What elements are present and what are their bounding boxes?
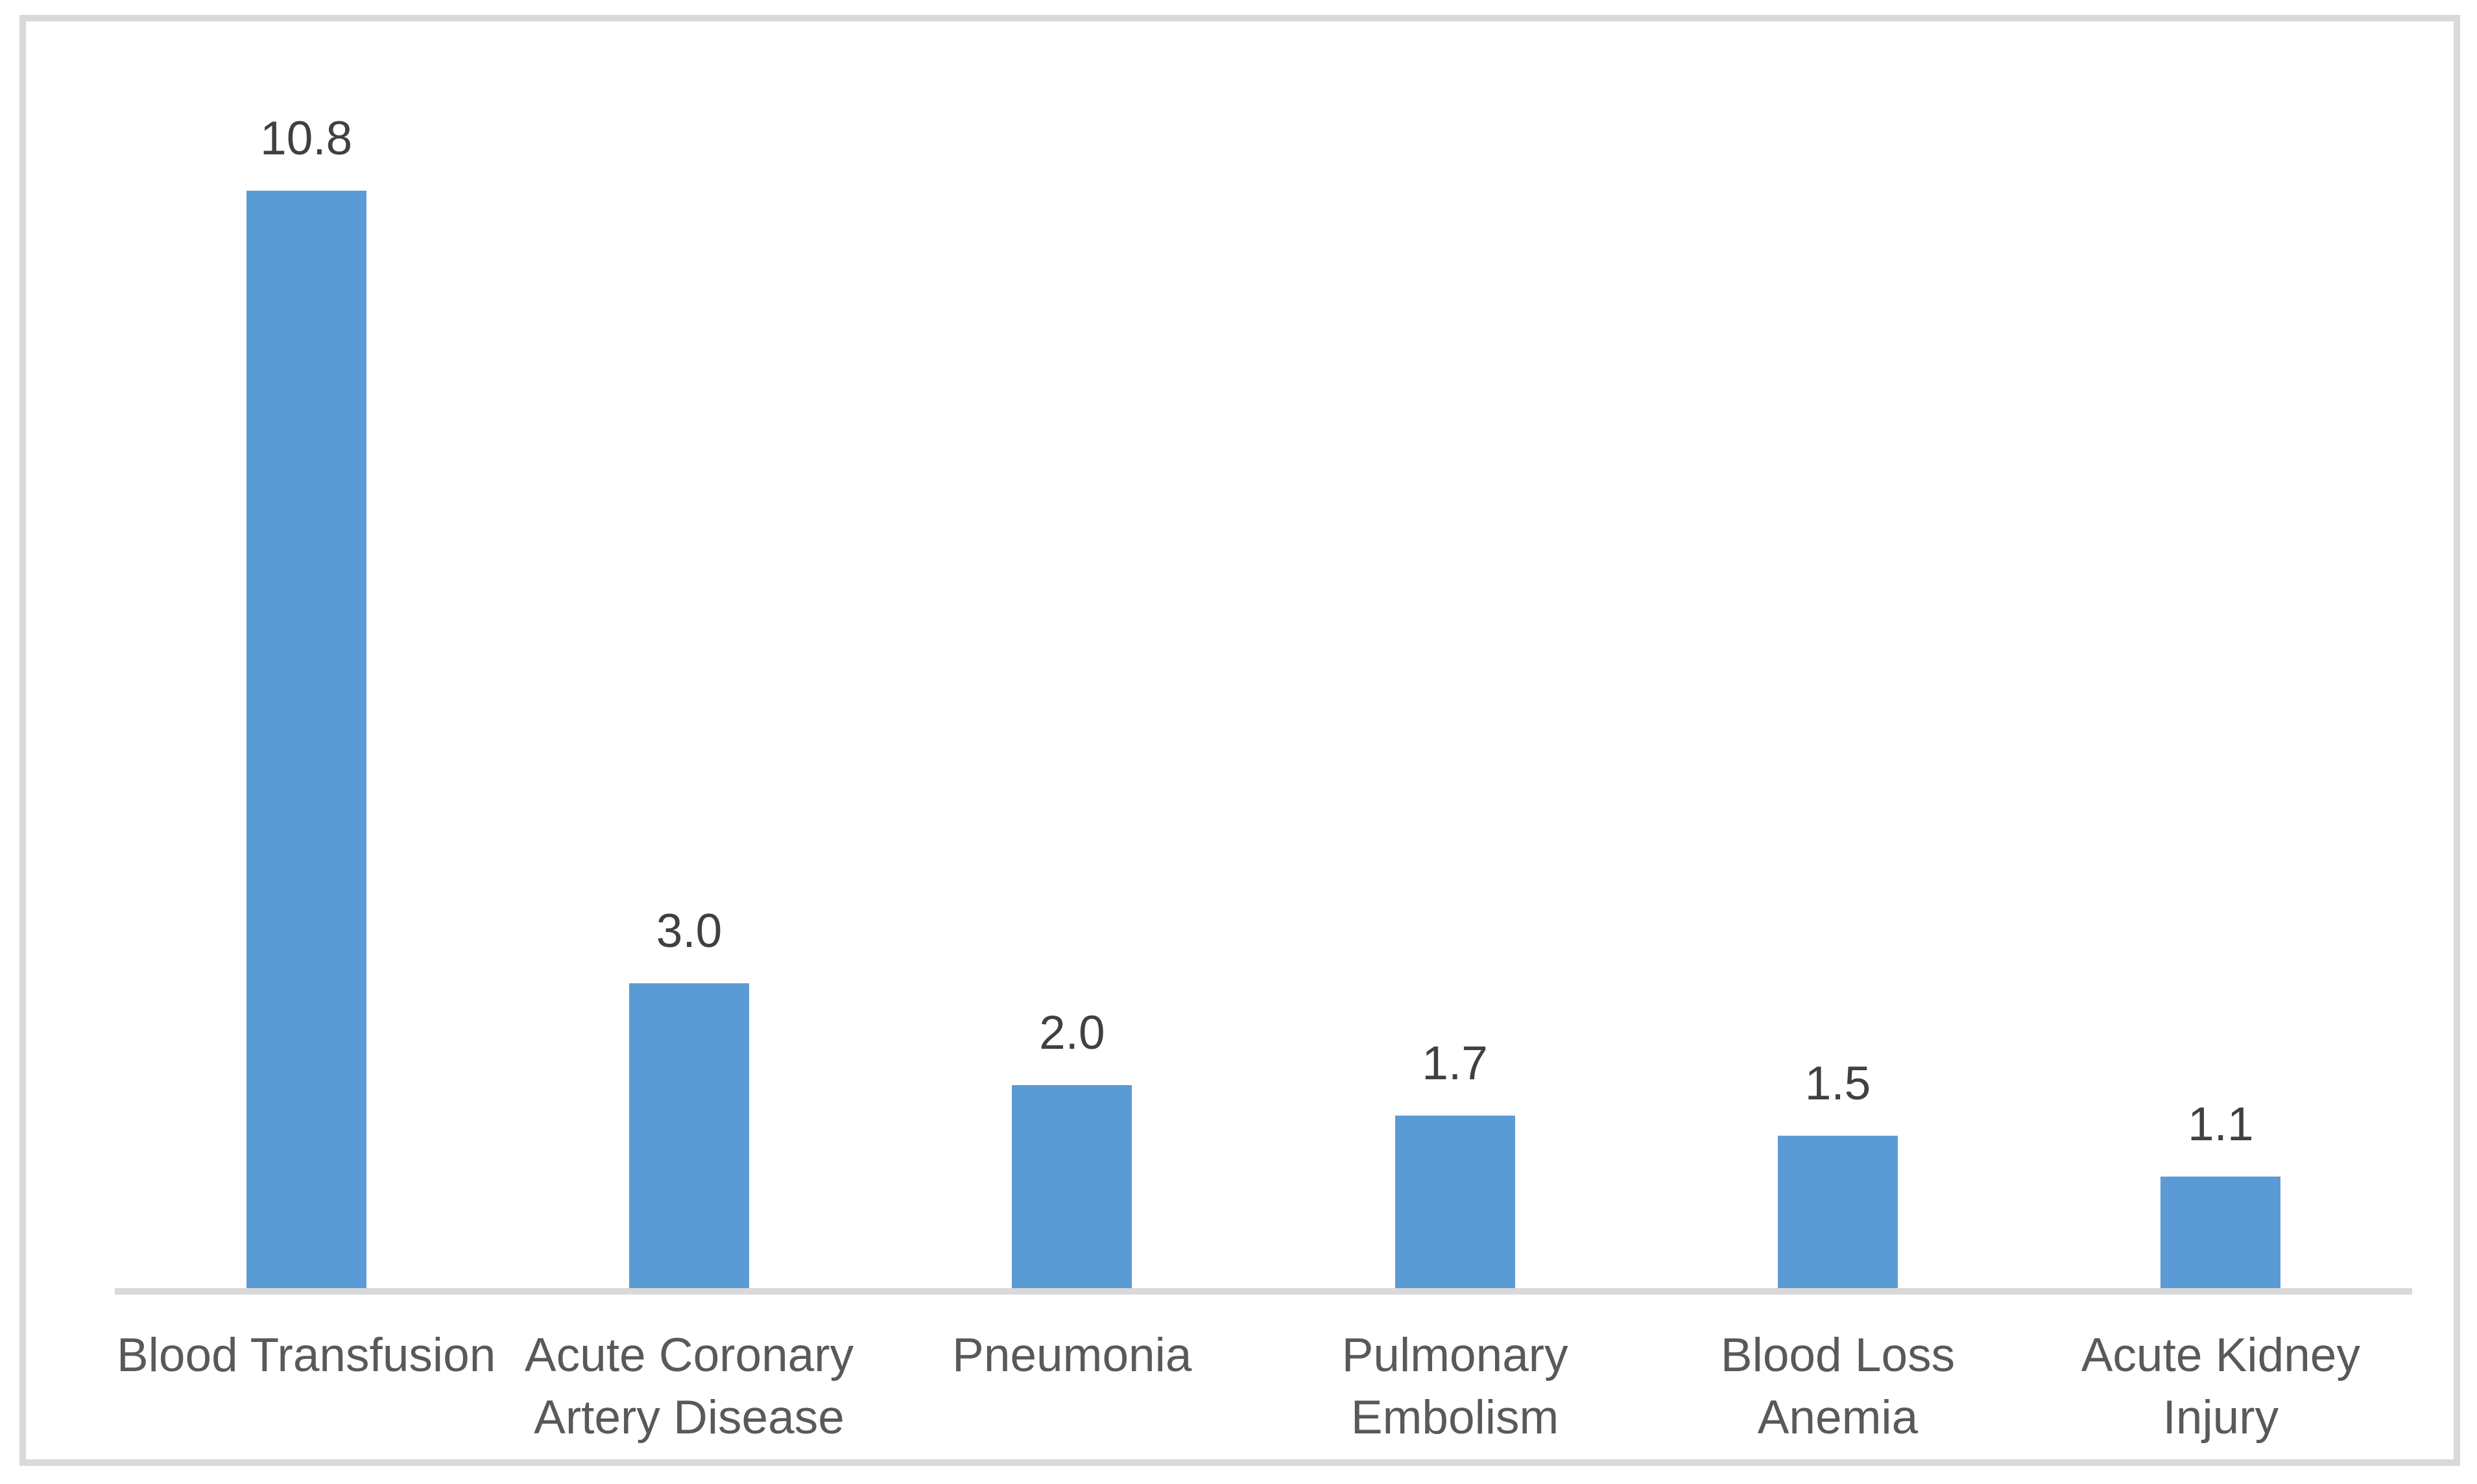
bar-value-label: 1.7	[1422, 1037, 1488, 1090]
category-label-line: Acute Kidney	[2081, 1329, 2360, 1382]
bar-3	[1395, 1116, 1515, 1288]
category-label-line: Artery Disease	[534, 1391, 844, 1444]
category-label: Acute Kidney Injury	[2081, 1324, 2360, 1449]
category-label-line: Pneumonia	[952, 1329, 1192, 1382]
bar-5	[2160, 1177, 2280, 1288]
bar-4	[1778, 1136, 1898, 1288]
category-label-line: Blood Transfusion	[116, 1329, 496, 1382]
category-label-line: Anemia	[1757, 1391, 1919, 1444]
bar-value-label: 3.0	[656, 905, 723, 957]
bar-value-label: 1.5	[1804, 1057, 1871, 1110]
category-label: Pneumonia	[952, 1324, 1191, 1387]
category-label-line: Injury	[2162, 1391, 2279, 1444]
category-label-line: Pulmonary	[1341, 1329, 1568, 1382]
bar-value-label: 10.8	[260, 112, 353, 165]
bar-value-label: 2.0	[1039, 1007, 1105, 1059]
category-label: Pulmonary Embolism	[1342, 1324, 1568, 1449]
category-label-line: Blood Loss	[1720, 1329, 1956, 1382]
category-label-line: Embolism	[1350, 1391, 1559, 1444]
chart-frame-border	[19, 15, 2460, 1466]
category-label: Blood Transfusion	[117, 1324, 496, 1387]
category-label-line: Acute Coronary	[524, 1329, 854, 1382]
bar-value-label: 1.1	[2188, 1098, 2254, 1151]
x-axis-line	[115, 1288, 2412, 1295]
category-label: Blood Loss Anemia	[1721, 1324, 1955, 1449]
bar-2	[1012, 1085, 1132, 1288]
bar-0	[246, 191, 366, 1288]
bar-1	[629, 983, 749, 1288]
category-label: Acute Coronary Artery Disease	[525, 1324, 854, 1449]
